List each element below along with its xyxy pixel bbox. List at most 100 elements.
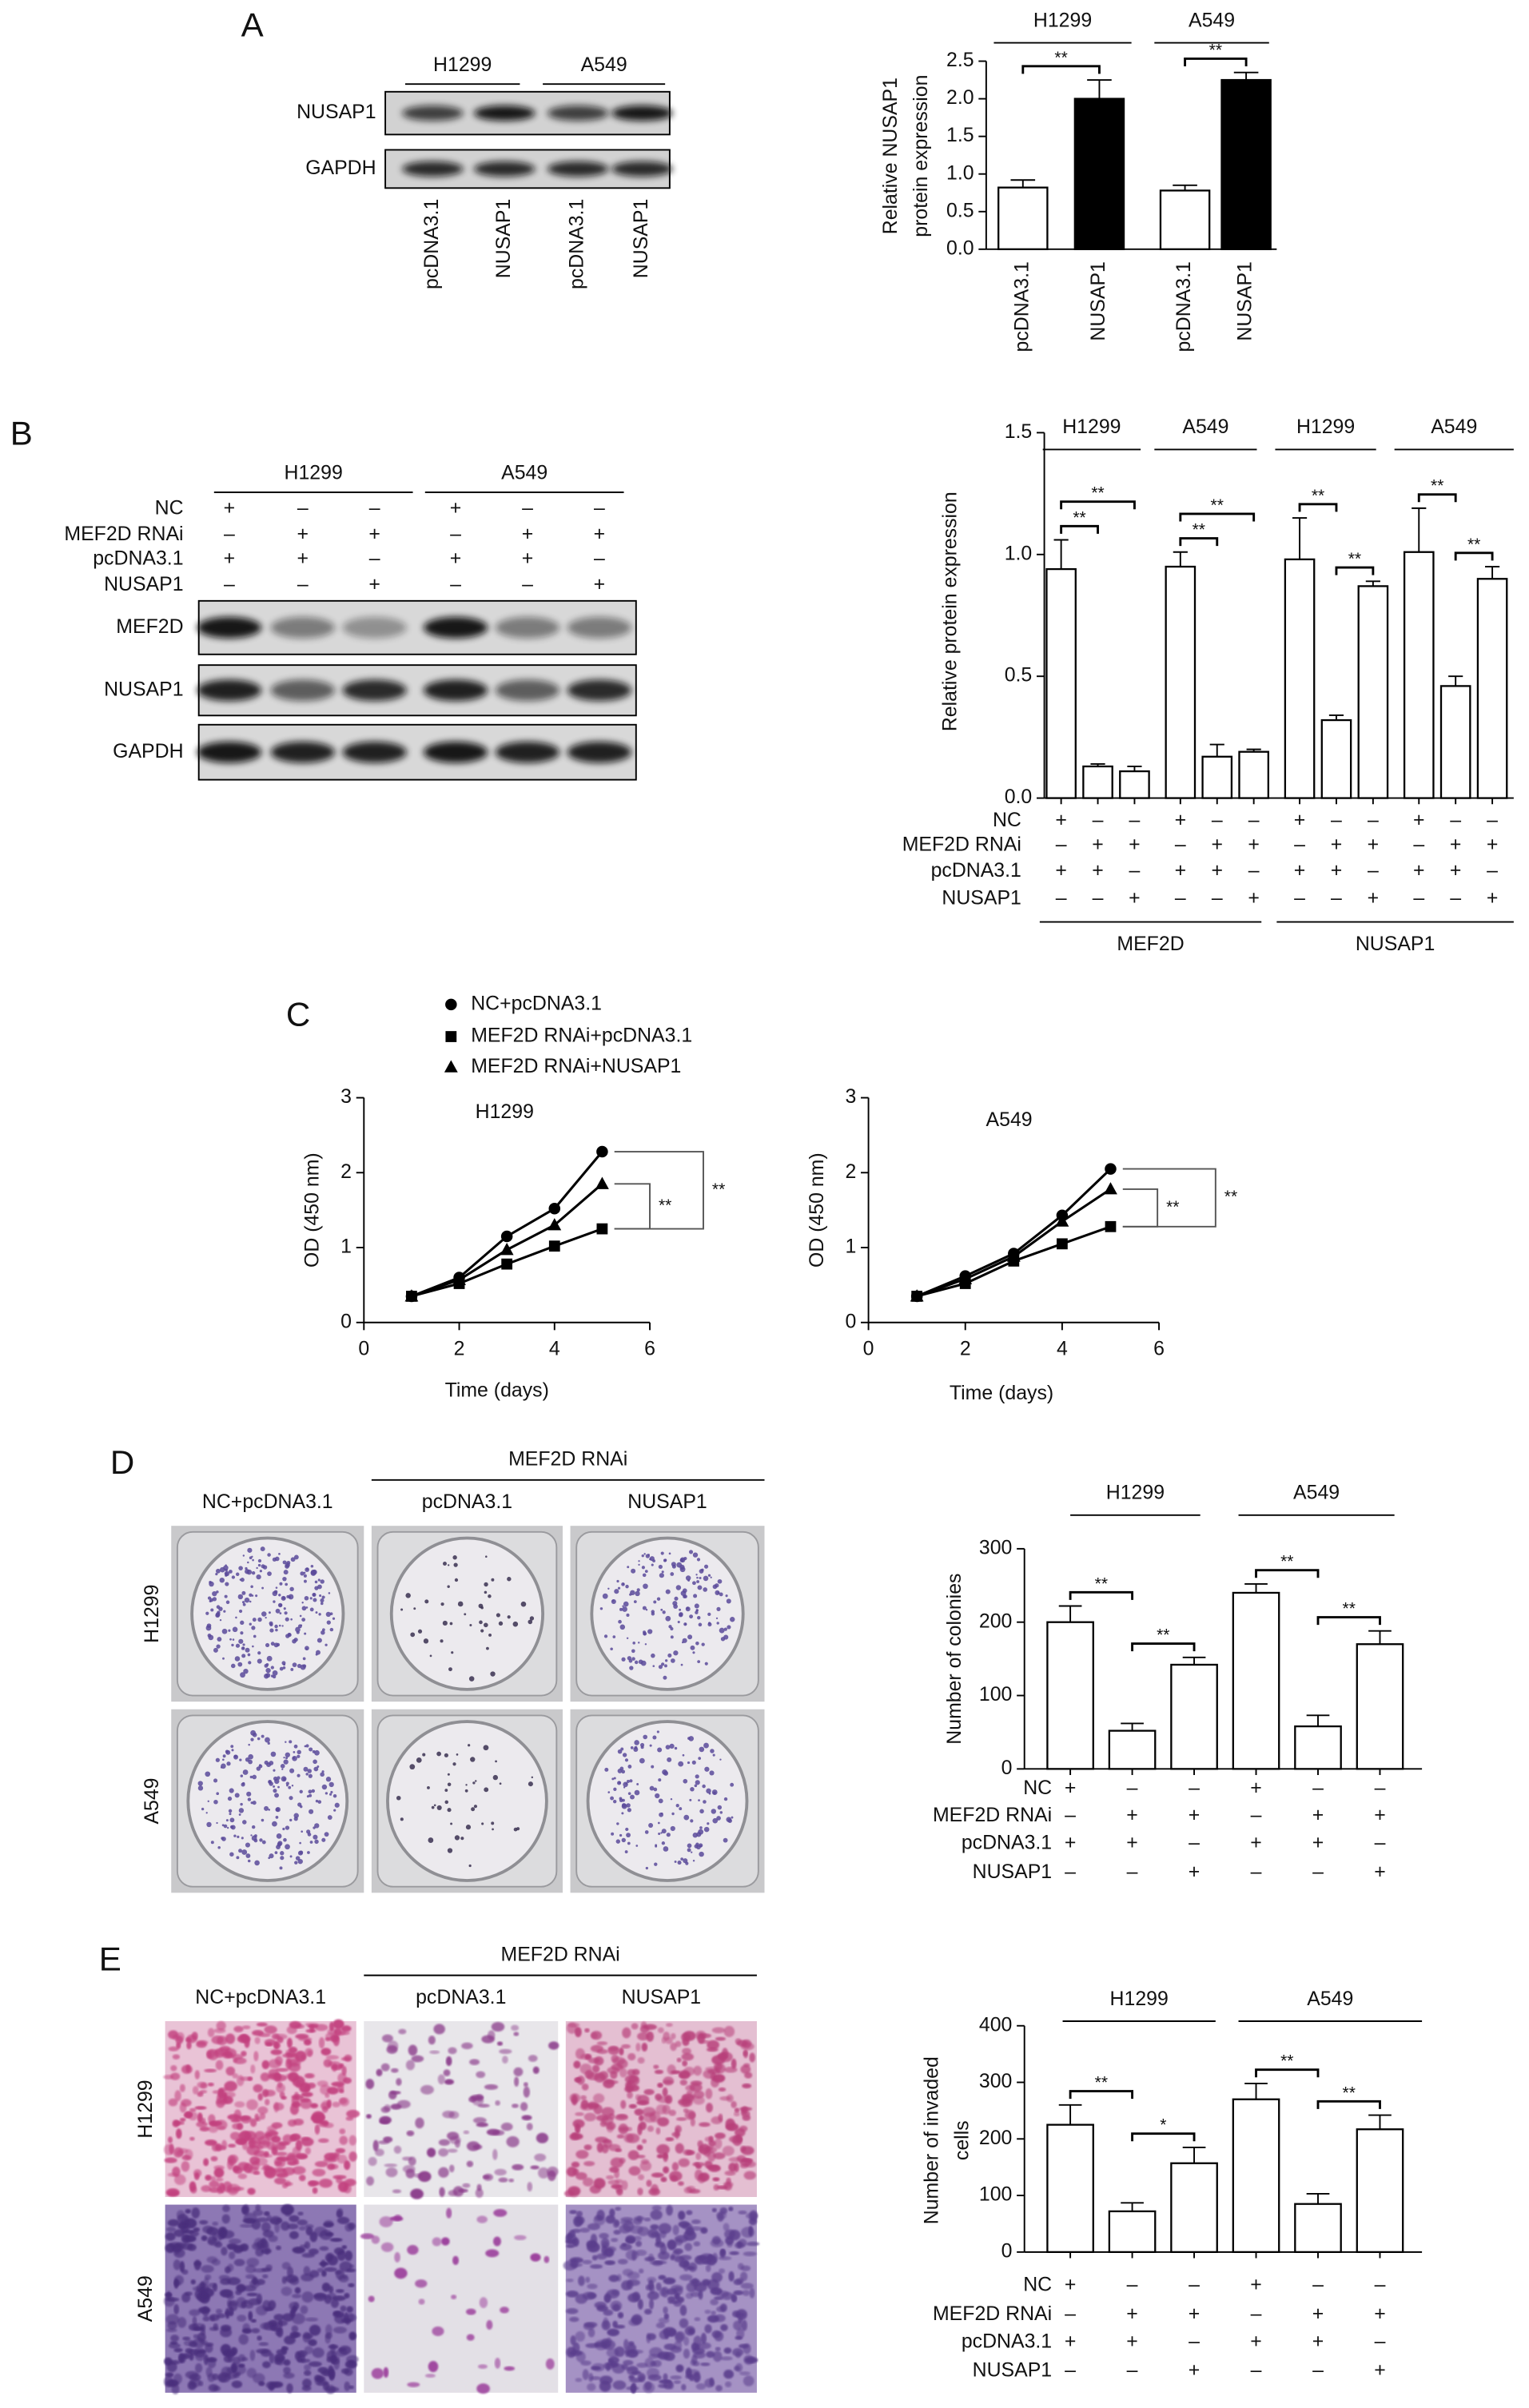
colony <box>282 1596 285 1600</box>
invaded-cell <box>699 2342 711 2350</box>
invaded-cell <box>237 2354 246 2362</box>
colony <box>674 1860 677 1863</box>
invaded-cell <box>207 2239 221 2247</box>
invaded-cell <box>718 2113 723 2122</box>
invaded-cell <box>589 2184 602 2194</box>
colony <box>468 1676 475 1682</box>
invaded-cell <box>179 2084 185 2092</box>
colony <box>299 1841 301 1845</box>
colony <box>475 1780 477 1782</box>
condition-mark: – <box>1294 833 1305 855</box>
invaded-cell <box>491 2021 505 2032</box>
colony <box>264 1674 269 1679</box>
group-label: A549 <box>1431 416 1477 438</box>
colony <box>679 1613 683 1618</box>
invaded-cell <box>183 2235 197 2243</box>
colony <box>692 1552 699 1558</box>
colony <box>233 1754 237 1758</box>
colony <box>278 1624 281 1627</box>
colony <box>288 1785 292 1789</box>
colony <box>231 1643 234 1647</box>
invaded-cell <box>656 2154 664 2159</box>
invaded-cell <box>258 2140 270 2148</box>
colony <box>257 1563 261 1567</box>
invaded-cell <box>418 2299 425 2305</box>
condition-mark: – <box>1212 809 1223 831</box>
invaded-cell <box>679 2305 687 2316</box>
invaded-cell <box>270 2049 283 2056</box>
invaded-cell <box>320 2084 331 2096</box>
invaded-cell <box>168 2136 173 2143</box>
invaded-cell <box>719 2096 731 2101</box>
colony <box>619 1833 623 1837</box>
colony <box>687 1579 691 1582</box>
invaded-cell <box>587 2382 596 2391</box>
colony <box>423 1638 429 1644</box>
colony <box>649 1556 655 1562</box>
invaded-cell <box>675 2238 683 2246</box>
colony <box>644 1830 649 1834</box>
invaded-cell <box>657 2082 663 2088</box>
colony <box>492 1828 494 1831</box>
invaded-cell <box>663 2373 668 2382</box>
condition-mark: + <box>522 523 534 545</box>
colony <box>225 1568 228 1572</box>
invaded-cell <box>281 2203 294 2215</box>
colony <box>670 1797 673 1801</box>
invaded-cell <box>603 2317 609 2328</box>
invaded-cell <box>693 2090 705 2099</box>
invaded-cell <box>242 2322 250 2333</box>
point <box>404 1289 419 1302</box>
y-tick-label: 0 <box>340 1310 352 1332</box>
colony <box>210 1608 214 1612</box>
condition-mark: + <box>1211 859 1223 882</box>
invaded-cell <box>599 2232 609 2239</box>
group-label: H1299 <box>1106 1482 1165 1504</box>
bar <box>1356 1643 1404 1770</box>
invaded-cell <box>402 2156 412 2161</box>
invaded-cell <box>693 2241 701 2247</box>
series-line <box>411 1151 603 1298</box>
colony <box>498 1621 504 1626</box>
invaded-cell <box>624 2075 639 2084</box>
invaded-cell <box>179 2120 185 2125</box>
invaded-cell <box>673 2287 683 2295</box>
colony <box>256 1574 261 1580</box>
invaded-cell <box>428 2036 436 2045</box>
colony <box>260 1546 265 1552</box>
point <box>910 1289 924 1302</box>
invaded-cell <box>392 2189 402 2194</box>
colony <box>496 1613 500 1618</box>
invaded-cell <box>739 2271 748 2282</box>
condition-mark: – <box>1312 2274 1324 2296</box>
point <box>548 1203 561 1215</box>
invaded-cell <box>303 2333 313 2339</box>
invaded-cell <box>229 2238 241 2245</box>
invaded-cell <box>173 2303 180 2314</box>
colony <box>274 1851 278 1854</box>
condition-label: NC <box>1023 2274 1052 2296</box>
invaded-cell <box>325 2093 330 2098</box>
panel-label: A <box>241 6 264 44</box>
invaded-cell <box>683 2031 696 2041</box>
colony <box>484 1582 488 1587</box>
invaded-cell <box>286 2037 293 2048</box>
invaded-cell <box>627 2091 633 2099</box>
colony <box>269 1628 274 1633</box>
colony <box>272 1590 278 1597</box>
invaded-cell <box>584 2028 590 2033</box>
colony <box>279 1582 283 1586</box>
invaded-cell <box>300 2305 309 2314</box>
colony <box>528 1619 533 1625</box>
colony <box>234 1656 241 1662</box>
condition-mark: + <box>1312 2330 1324 2352</box>
colony <box>689 1798 692 1801</box>
invaded-cell <box>224 2080 237 2092</box>
condition-mark: – <box>1368 859 1379 882</box>
y-tick-label: 0 <box>1001 2239 1013 2262</box>
colony <box>267 1553 271 1557</box>
invaded-cell <box>237 2363 245 2368</box>
invaded-cell <box>619 2224 631 2234</box>
colony <box>261 1818 265 1822</box>
plate-well <box>590 1536 745 1691</box>
